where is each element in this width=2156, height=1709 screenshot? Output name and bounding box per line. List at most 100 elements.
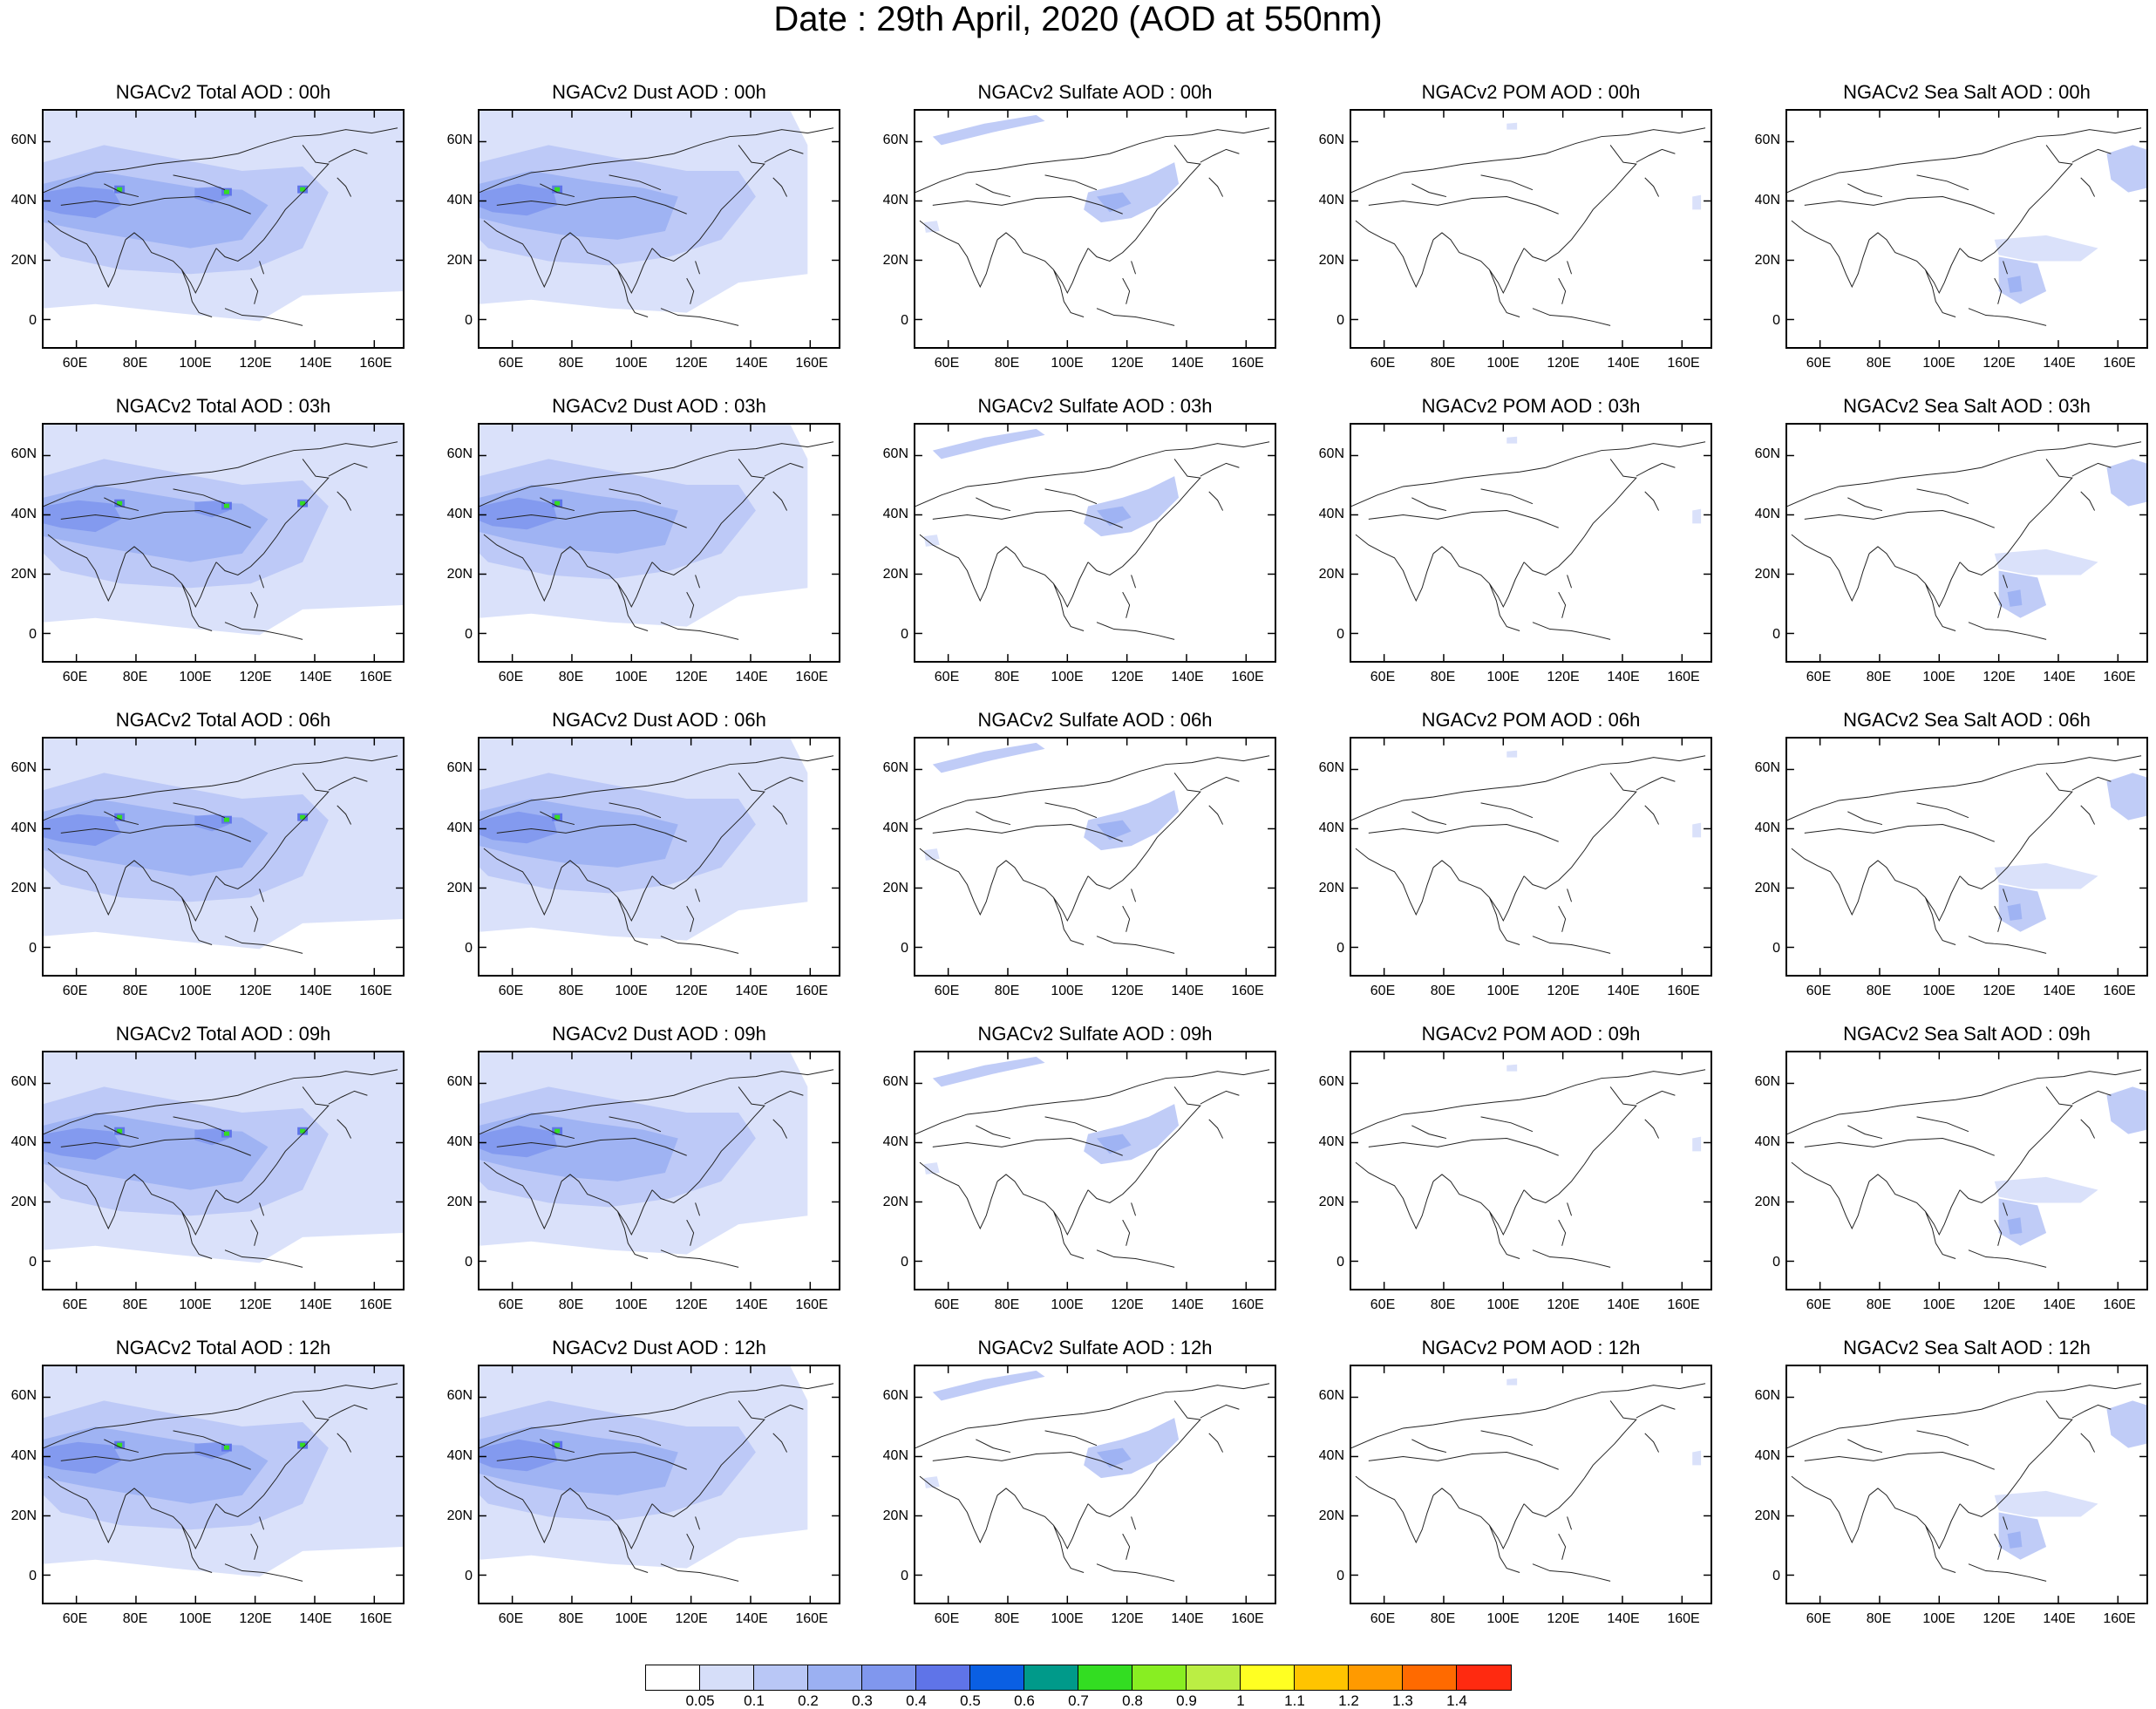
- x-tick-label: 120E: [1111, 1611, 1144, 1626]
- x-tick-label: 160E: [2103, 670, 2136, 684]
- coastline: [915, 127, 1270, 326]
- x-tick-label: 160E: [1231, 670, 1264, 684]
- x-tick-label: 160E: [795, 670, 828, 684]
- y-tick-label: 0: [901, 313, 908, 328]
- x-tick-label: 80E: [122, 670, 148, 684]
- colorbar-swatch: [916, 1665, 970, 1690]
- x-tick-label: 140E: [2043, 670, 2076, 684]
- coastline: [915, 755, 1270, 954]
- panel-title: NGACv2 Sulfate AOD : 09h: [977, 1023, 1213, 1045]
- coastline: [1787, 1069, 2142, 1268]
- y-tick-label: 20N: [882, 1508, 908, 1523]
- x-tick-label: 60E: [498, 356, 524, 371]
- x-tick-label: 60E: [62, 670, 88, 684]
- panel-title: NGACv2 Sulfate AOD : 06h: [977, 709, 1213, 731]
- x-tick-label: 140E: [735, 670, 768, 684]
- x-tick-label: 160E: [795, 984, 828, 998]
- colorbar-label: 0.1: [744, 1692, 765, 1709]
- x-tick-label: 80E: [122, 984, 148, 998]
- x-tick-label: 120E: [675, 1611, 708, 1626]
- coastline: [479, 755, 834, 954]
- colorbar-label: 0.5: [960, 1692, 981, 1709]
- x-tick-label: 140E: [299, 356, 332, 371]
- aod-field: [2007, 589, 2023, 607]
- y-tick-label: 40N: [1318, 1448, 1344, 1463]
- aod-field: [923, 1162, 940, 1175]
- aod-field: [1506, 1064, 1518, 1072]
- x-tick-label: 120E: [239, 984, 272, 998]
- aod-field: [1692, 194, 1702, 210]
- map-panel-dust: [478, 1365, 840, 1604]
- colorbar-label: 0.8: [1122, 1692, 1143, 1709]
- aod-hotspot-core: [300, 500, 306, 506]
- colorbar-swatch: [970, 1665, 1024, 1690]
- map-panel-seasalt: [1785, 737, 2148, 977]
- colorbar-swatch: [1132, 1665, 1187, 1690]
- x-tick-label: 80E: [122, 356, 148, 371]
- aod-field: [479, 1125, 558, 1158]
- x-tick-label: 120E: [675, 356, 708, 371]
- y-tick-label: 20N: [446, 253, 473, 268]
- page-title: Date : 29th April, 2020 (AOD at 550nm): [773, 0, 1383, 38]
- panel-title: NGACv2 Sea Salt AOD : 09h: [1843, 1023, 2091, 1045]
- aod-field: [479, 497, 558, 530]
- map-panel-total: [42, 1051, 405, 1290]
- coastline: [44, 1069, 398, 1268]
- x-tick-label: 80E: [1866, 984, 1892, 998]
- y-tick-label: 60N: [1318, 1074, 1344, 1089]
- x-tick-label: 160E: [1667, 1297, 1700, 1312]
- y-tick-label: 60N: [10, 133, 37, 147]
- y-tick-label: 20N: [1754, 253, 1780, 268]
- y-tick-label: 20N: [10, 567, 37, 582]
- coastline: [44, 127, 398, 326]
- y-tick-label: 60N: [1754, 446, 1780, 461]
- y-tick-label: 60N: [446, 446, 473, 461]
- x-tick-label: 140E: [2043, 984, 2076, 998]
- y-tick-label: 40N: [1318, 507, 1344, 521]
- aod-hotspot-core: [223, 817, 229, 822]
- x-tick-label: 80E: [1866, 1297, 1892, 1312]
- x-tick-label: 60E: [1370, 1611, 1396, 1626]
- aod-field: [479, 1439, 558, 1472]
- x-tick-label: 60E: [934, 356, 960, 371]
- aod-hotspot-core: [554, 1442, 561, 1447]
- x-tick-label: 80E: [994, 1297, 1020, 1312]
- colorbar-label: 0.2: [798, 1692, 819, 1709]
- x-tick-label: 100E: [1051, 1611, 1084, 1626]
- x-tick-label: 120E: [1547, 984, 1580, 998]
- x-tick-label: 140E: [1607, 1611, 1640, 1626]
- colorbar-swatch: [1241, 1665, 1295, 1690]
- y-tick-label: 0: [1336, 1569, 1344, 1583]
- aod-field: [932, 1370, 1045, 1401]
- colorbar-swatch: [1403, 1665, 1457, 1690]
- aod-field: [194, 1441, 229, 1460]
- coastline: [479, 1069, 834, 1268]
- x-tick-label: 160E: [2103, 1297, 2136, 1312]
- panel-title: NGACv2 POM AOD : 00h: [1421, 81, 1641, 103]
- y-tick-label: 40N: [1318, 820, 1344, 835]
- y-tick-label: 60N: [10, 1388, 37, 1403]
- x-tick-label: 120E: [675, 1297, 708, 1312]
- x-tick-label: 60E: [1806, 1611, 1832, 1626]
- aod-hotspot-core: [223, 1131, 229, 1136]
- y-tick-label: 60N: [10, 1074, 37, 1089]
- x-tick-label: 80E: [558, 984, 584, 998]
- x-tick-label: 100E: [1922, 356, 1955, 371]
- x-tick-label: 160E: [2103, 984, 2136, 998]
- aod-field: [1994, 548, 2098, 575]
- y-tick-label: 60N: [882, 1388, 908, 1403]
- map-panel-sulfate: [914, 109, 1276, 349]
- x-tick-label: 140E: [299, 670, 332, 684]
- x-tick-label: 60E: [62, 1611, 88, 1626]
- aod-field: [1998, 1512, 2047, 1560]
- panel-title: NGACv2 Total AOD : 00h: [115, 81, 331, 103]
- coastline: [915, 1069, 1270, 1268]
- aod-field: [932, 428, 1045, 460]
- x-tick-label: 140E: [735, 1297, 768, 1312]
- coastline: [479, 1383, 834, 1582]
- aod-field: [479, 811, 558, 844]
- x-tick-label: 120E: [1111, 1297, 1144, 1312]
- y-tick-label: 60N: [1754, 760, 1780, 775]
- y-tick-label: 0: [901, 1569, 908, 1583]
- x-tick-label: 100E: [615, 1297, 648, 1312]
